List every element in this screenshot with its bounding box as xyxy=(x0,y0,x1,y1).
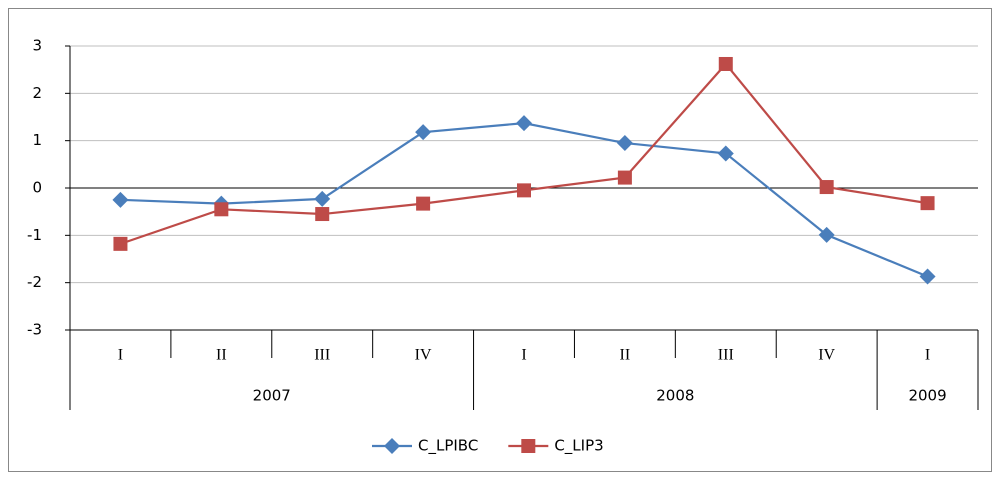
data-point xyxy=(617,170,632,185)
chart-frame xyxy=(8,8,992,472)
data-point xyxy=(112,191,129,208)
x-tick-label: I xyxy=(925,347,930,364)
data-point xyxy=(415,124,432,141)
x-tick-label: I xyxy=(118,347,123,364)
data-point xyxy=(416,196,431,211)
data-point xyxy=(113,236,128,251)
data-point xyxy=(919,268,936,285)
group-label: 2007 xyxy=(253,387,291,405)
data-point xyxy=(315,207,330,222)
legend-label: C_LPIBC xyxy=(418,437,478,456)
x-tick-label: II xyxy=(620,347,631,364)
x-tick-label: IV xyxy=(818,347,835,364)
data-point xyxy=(517,183,531,198)
legend-marker xyxy=(521,439,536,453)
legend-label: C_LIP3 xyxy=(554,437,603,456)
x-tick-label: I xyxy=(521,347,526,364)
data-point xyxy=(516,115,532,132)
y-tick-label: 1 xyxy=(32,131,42,149)
group-label: 2008 xyxy=(656,387,694,405)
data-point xyxy=(819,180,834,195)
group-label: 2009 xyxy=(908,387,946,405)
x-tick-label: IV xyxy=(415,347,432,364)
legend-marker xyxy=(384,438,400,454)
y-tick-label: -2 xyxy=(27,273,42,291)
data-point xyxy=(314,190,331,207)
x-tick-label: II xyxy=(216,347,227,364)
x-tick-label: III xyxy=(718,347,734,364)
y-tick-label: 2 xyxy=(32,84,42,102)
y-tick-label: -3 xyxy=(27,321,42,339)
data-point xyxy=(718,56,733,71)
x-tick-label: III xyxy=(314,347,330,364)
data-point xyxy=(920,196,935,211)
data-point xyxy=(717,145,734,162)
data-point xyxy=(616,135,633,152)
y-tick-label: -1 xyxy=(27,226,42,244)
data-point xyxy=(214,202,229,217)
y-tick-label: 0 xyxy=(32,179,42,197)
data-point xyxy=(818,226,835,243)
y-tick-label: 3 xyxy=(32,37,42,55)
